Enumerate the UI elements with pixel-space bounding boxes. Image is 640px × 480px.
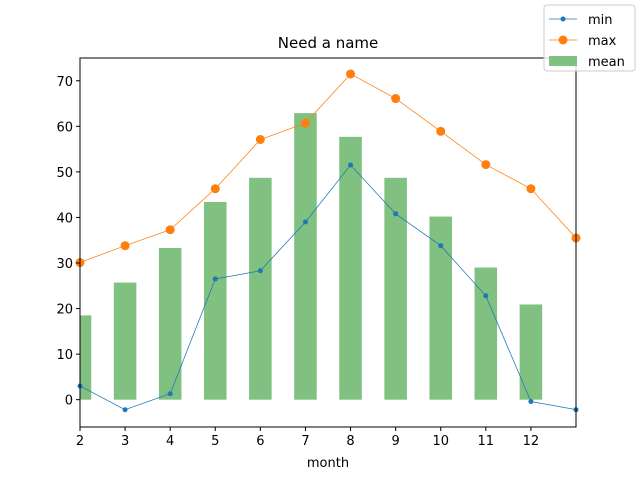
point-max-4	[165, 225, 175, 235]
point-max-8	[346, 69, 356, 79]
bar-mean-7	[294, 113, 317, 400]
x-tick-label-10: 10	[432, 434, 449, 449]
point-max-6	[255, 135, 265, 145]
bar-mean-12	[519, 304, 543, 400]
plot-area	[75, 69, 581, 413]
legend-swatch-mean	[549, 56, 577, 66]
line-min	[80, 164, 576, 411]
x-tick-label-7: 7	[301, 434, 309, 449]
point-max-10	[436, 126, 446, 136]
point-min-10	[438, 243, 444, 249]
legend-frame	[543, 4, 636, 72]
bar-mean-9	[384, 177, 407, 400]
bar-mean-5	[204, 201, 227, 400]
bar-mean-10	[429, 216, 452, 400]
x-tick-label-5: 5	[211, 434, 219, 449]
bar-mean-11	[474, 267, 498, 400]
point-max-11	[481, 160, 491, 170]
y-tick-label-60: 60	[56, 120, 73, 135]
y-tick-label-0: 0	[65, 394, 73, 409]
point-min-11	[483, 293, 489, 299]
x-tick-label-9: 9	[391, 434, 399, 449]
x-tick-label-3: 3	[121, 434, 129, 449]
point-max-12	[526, 184, 536, 194]
point-min-3	[122, 407, 128, 413]
legend-marker-max	[558, 35, 568, 45]
y-tick-label-30: 30	[56, 257, 73, 272]
point-max-3	[120, 241, 130, 251]
point-min-12	[528, 398, 534, 404]
bar-mean-3	[113, 282, 137, 400]
y-tick-label-10: 10	[56, 348, 73, 363]
y-tick-label-70: 70	[56, 75, 73, 90]
x-tick-label-2: 2	[76, 434, 84, 449]
legend-label-min: min	[588, 13, 613, 28]
x-tick-label-6: 6	[256, 434, 264, 449]
legend-label-max: max	[588, 34, 617, 49]
bar-mean-8	[339, 136, 362, 400]
y-tick-label-20: 20	[56, 303, 73, 318]
x-tick-label-12: 12	[523, 434, 540, 449]
legend-marker-min	[560, 16, 566, 22]
x-tick-label-8: 8	[346, 434, 354, 449]
y-tick-label-40: 40	[56, 211, 73, 226]
point-min-8	[348, 162, 354, 168]
point-min-6	[257, 268, 263, 274]
plot-content	[80, 73, 576, 411]
point-max-7	[300, 118, 310, 128]
bar-mean-2	[80, 315, 92, 400]
plot-frame	[79, 57, 577, 428]
point-min-4	[167, 391, 173, 397]
bar-mean-4	[158, 247, 182, 400]
x-tick-label-4: 4	[166, 434, 174, 449]
point-min-7	[302, 219, 308, 225]
legend: min max mean	[543, 4, 636, 72]
x-tick-label-11: 11	[478, 434, 495, 449]
axes: 2 3 4 5 6 7 8 9 10 11 12 0 10 20 30 40 50 60 70	[56, 57, 577, 449]
legend-label-mean: mean	[588, 55, 625, 70]
point-min-9	[393, 211, 399, 217]
point-max-9	[391, 94, 401, 104]
y-tick-label-50: 50	[56, 166, 73, 181]
bar-mean-6	[249, 177, 272, 400]
line-max	[80, 73, 576, 263]
x-axis-label: month	[307, 456, 349, 471]
point-max-5	[210, 184, 220, 194]
chart-title: Need a name	[278, 34, 378, 52]
point-min-5	[212, 276, 218, 282]
